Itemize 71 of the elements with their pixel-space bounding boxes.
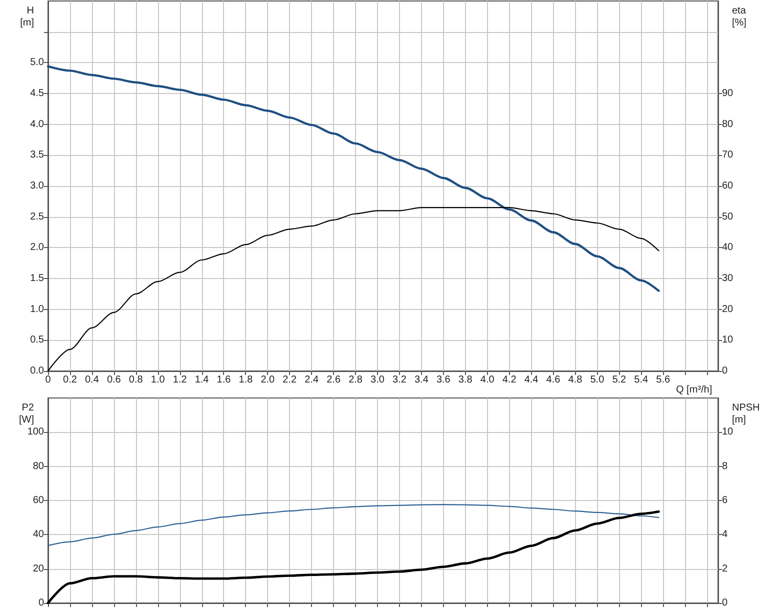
y-tick-label: 3.5 <box>30 150 44 161</box>
x-tick-label: 1.8 <box>238 374 254 386</box>
x-tick-label: 0.4 <box>84 374 100 386</box>
y-tick-label: 100 <box>27 426 44 438</box>
x-tick-label: 5.2 <box>612 374 627 386</box>
y2-tick-label: 60 <box>722 180 734 192</box>
x-tick-label: 3.0 <box>370 374 385 386</box>
x-tick-label: 3.2 <box>392 374 407 386</box>
x-tick-label: 2.0 <box>260 374 276 386</box>
x-tick-label: 3.8 <box>458 374 473 386</box>
y-tick-label: 80 <box>32 460 44 472</box>
y2-tick-label: 70 <box>722 150 734 161</box>
y-tick-label: 60 <box>32 495 44 506</box>
x-tick-label: 5.6 <box>656 374 670 386</box>
y2-tick-label: 0 <box>722 366 728 376</box>
y2-tick-label: 30 <box>722 273 734 284</box>
y-tick-label: 5.0 <box>30 57 44 68</box>
x-axis-title: Q [m³/h] <box>676 384 712 396</box>
y-tick-label: 0.0 <box>30 366 44 376</box>
y-tick-label: 4.0 <box>30 118 44 130</box>
x-tick-label: 3.4 <box>414 374 429 386</box>
y2-tick-label: 0 <box>722 598 728 608</box>
y2-tick-label: 80 <box>722 118 734 130</box>
x-tick-label: 4.0 <box>480 374 495 386</box>
y2-tick-label: 6 <box>722 495 728 506</box>
y2-tick-label: 10 <box>722 334 734 346</box>
line-series <box>46 510 660 604</box>
y-tick-label: 20 <box>32 563 44 574</box>
x-tick-label: 2.4 <box>304 374 319 386</box>
x-tick-label: 1.0 <box>150 374 166 386</box>
x-tick-label: 4.6 <box>546 374 561 386</box>
y2-tick-label: 20 <box>722 304 734 315</box>
y-tick-label: 2.0 <box>30 242 44 254</box>
x-tick-label: 4.8 <box>568 374 583 386</box>
y-tick-label: 0.5 <box>30 334 44 346</box>
x-tick-label: 4.2 <box>502 374 517 386</box>
y2-tick-label: 50 <box>722 211 734 222</box>
y2-tick-label: 10 <box>722 426 734 438</box>
y2-tick-label: 8 <box>722 460 728 472</box>
y2-axis-title: NPSH [m] <box>732 402 760 426</box>
x-tick-label: 0 <box>45 374 52 386</box>
x-tick-label: 2.6 <box>326 374 341 386</box>
line-series <box>46 65 660 292</box>
y2-tick-label: 40 <box>722 242 734 254</box>
y-tick-label: 1.0 <box>30 304 44 315</box>
x-tick-label: 5.4 <box>634 374 648 386</box>
x-tick-label: 1.6 <box>216 374 232 386</box>
y2-tick-label: 90 <box>722 88 734 99</box>
y-tick-label: 0 <box>38 598 44 608</box>
x-tick-label: 0.8 <box>128 374 144 386</box>
y-tick-label: 3.0 <box>30 180 44 192</box>
line-series <box>47 207 660 372</box>
y-tick-label: 4.5 <box>30 88 44 99</box>
y-tick-label: 2.5 <box>30 211 44 222</box>
line-series <box>47 504 660 546</box>
x-tick-label: 2.2 <box>282 374 298 386</box>
x-tick-label: 4.4 <box>524 374 539 386</box>
y-axis-title: H [m] <box>20 6 34 28</box>
x-tick-label: 1.4 <box>194 374 210 386</box>
y-axis-title: P2 [W] <box>19 402 34 426</box>
y2-axis-title: eta [%] <box>732 6 747 28</box>
x-tick-label: 0.2 <box>63 374 78 386</box>
x-tick-label: 5.0 <box>590 374 605 386</box>
x-tick-label: 2.8 <box>348 374 363 386</box>
x-tick-label: 0.6 <box>106 374 122 386</box>
y2-tick-label: 4 <box>722 529 728 540</box>
y-tick-label: 1.5 <box>30 273 44 284</box>
x-tick-label: 3.6 <box>436 374 451 386</box>
y2-tick-label: 2 <box>722 563 728 574</box>
y-tick-label: 40 <box>32 529 44 540</box>
x-tick-label: 1.2 <box>172 374 188 386</box>
